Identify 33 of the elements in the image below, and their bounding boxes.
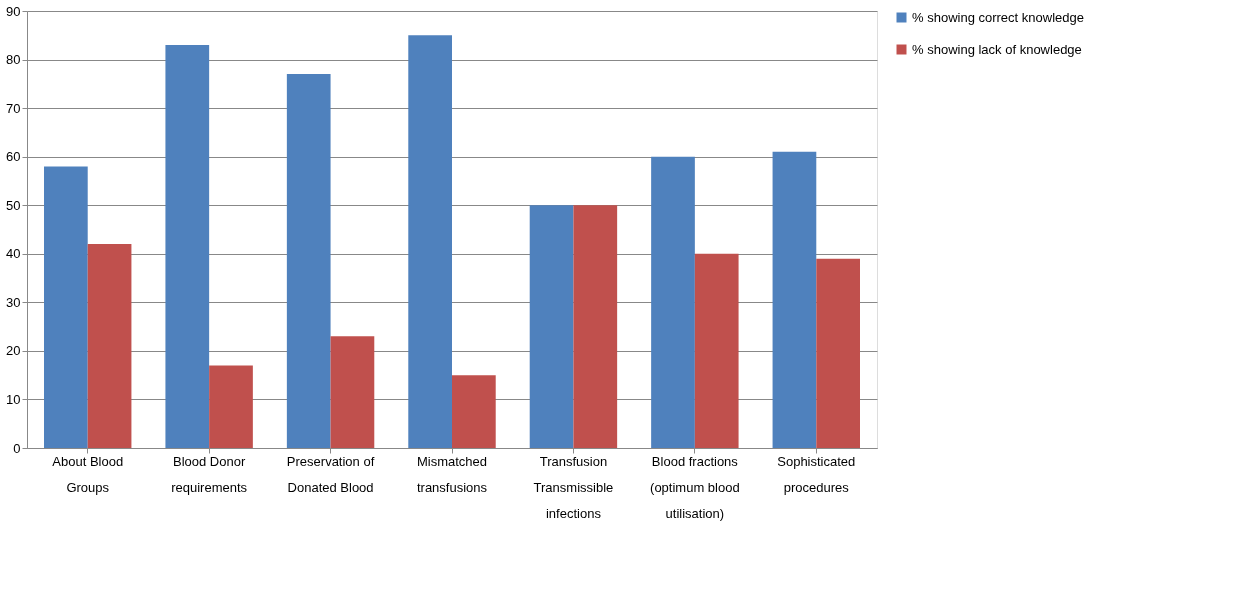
y-tick-label: 60 [6, 149, 21, 165]
bar [330, 336, 375, 448]
y-tick-label: 0 [13, 440, 21, 456]
x-tick-label: Blood fractions (optimum blood utilisation) [650, 453, 740, 521]
y-tick-label: 30 [6, 294, 21, 310]
y-tick-label: 20 [6, 343, 21, 359]
bar [408, 35, 452, 448]
bar [694, 253, 739, 448]
x-tick-label: Mismatched transfusions [416, 453, 488, 495]
y-tick-label: 40 [6, 246, 21, 262]
y-tick-label: 10 [6, 391, 21, 407]
x-tick-label: About Blood Groups [52, 453, 124, 495]
bar [209, 365, 253, 448]
x-tick-label: Blood Donor requirements [171, 453, 248, 495]
x-tick-label: Transfusion Transmissible infections [533, 453, 614, 521]
y-tick-label: 90 [6, 3, 21, 19]
bar [573, 205, 618, 448]
x-tick-label: Sophisticated procedures [777, 453, 856, 495]
legend-label: % showing lack of knowledge [912, 41, 1082, 57]
bar [44, 166, 88, 448]
y-tick-label: 70 [6, 100, 21, 116]
bar [772, 151, 817, 448]
bar [87, 244, 132, 448]
y-tick-label: 80 [6, 52, 21, 68]
x-tick-label: Preservation of Donated Blood [286, 453, 375, 495]
bar [452, 375, 496, 448]
y-tick-label: 50 [6, 197, 21, 213]
bar [651, 156, 695, 448]
bar [286, 74, 331, 448]
bar [529, 205, 574, 448]
legend-label: % showing correct knowledge [912, 9, 1084, 25]
bar [165, 44, 210, 448]
bar [816, 258, 860, 448]
